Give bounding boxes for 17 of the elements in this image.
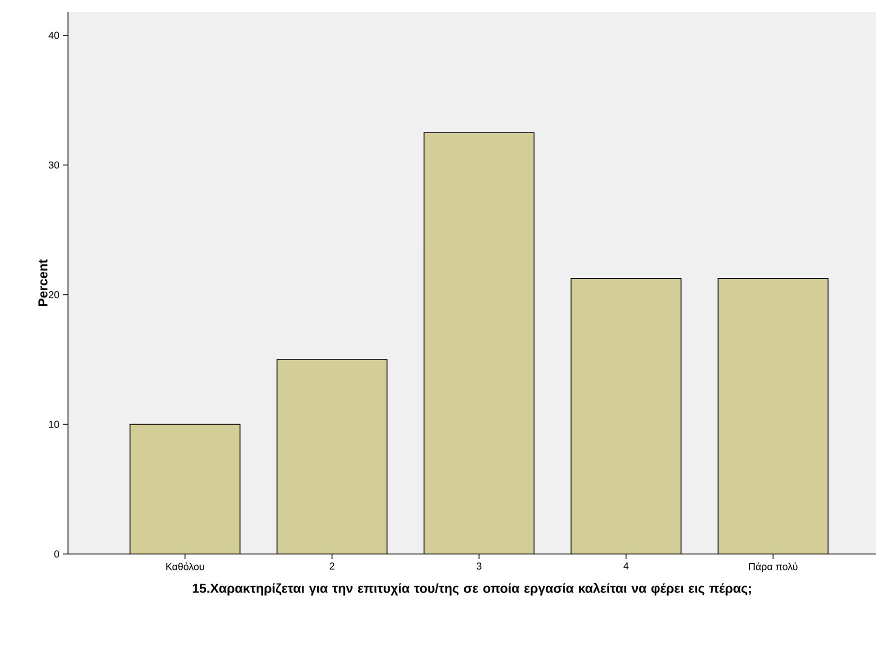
y-tick-label: 20 (48, 291, 60, 298)
y-tick-label: 10 (49, 420, 60, 428)
bar (277, 360, 388, 554)
y-tick-label: 0 (54, 550, 60, 558)
bar (718, 278, 828, 554)
x-tick-label: Πάρα πολύ (749, 562, 798, 572)
x-tick-label: Καθόλου (166, 562, 204, 570)
x-tick-label: 2 (330, 562, 334, 570)
x-tick-label: 4 (624, 562, 629, 570)
bar (130, 424, 240, 554)
y-tick-label: 30 (48, 161, 60, 169)
y-tick-label: 40 (48, 32, 60, 39)
x-axis-title: 15.Χαρακτηρίζεται για την επιτυχία του/της σε οποία εργασία καλείται να φέρει εις πέρας; (192, 583, 751, 596)
y-axis-title: Percent (38, 259, 48, 306)
x-tick-label: 3 (476, 562, 482, 570)
bar (424, 132, 534, 554)
bar (571, 278, 682, 554)
